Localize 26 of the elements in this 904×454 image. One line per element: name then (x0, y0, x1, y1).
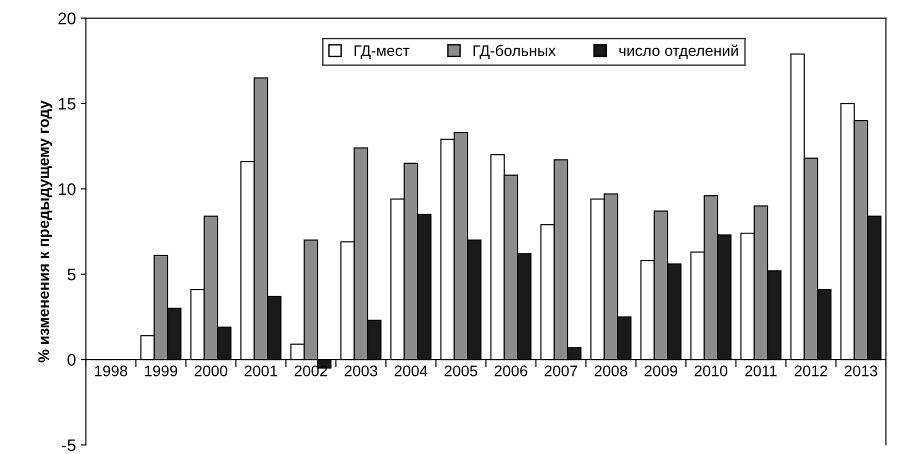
x-tick-label: 2010 (694, 366, 728, 376)
y-tick-label: 5 (68, 268, 76, 280)
x-tick-label: 2005 (444, 366, 478, 376)
legend-label: ГД-мест (354, 45, 410, 59)
x-tick-label: 1998 (95, 366, 128, 376)
x-tick-label: 2004 (394, 366, 428, 376)
x-tick-label: 2008 (594, 366, 628, 376)
x-tick-label: 2009 (644, 366, 678, 376)
x-tick-label: 2011 (745, 366, 777, 376)
x-tick-label: 2012 (794, 366, 828, 376)
y-tick-label: 0 (68, 354, 76, 366)
x-tick-label: 2001 (244, 366, 278, 376)
y-tick-label: -5 (62, 439, 76, 452)
x-tick-label: 1999 (145, 366, 178, 376)
legend-label: ГД-больных (474, 44, 556, 59)
y-axis-title: % изменения к предыдущему году (38, 100, 52, 362)
y-tick-label: 20 (58, 12, 76, 24)
legend-label: число отделений (619, 44, 738, 59)
x-tick-label: 2006 (494, 366, 528, 376)
x-tick-label: 2013 (844, 366, 878, 376)
x-tick-label: 2000 (194, 366, 228, 376)
x-tick-label: 2007 (544, 366, 578, 376)
y-tick-label: 10 (58, 183, 76, 196)
y-tick-label: 15 (58, 98, 76, 110)
x-tick-label: 2002 (294, 366, 328, 376)
x-tick-label: 2003 (344, 366, 378, 376)
